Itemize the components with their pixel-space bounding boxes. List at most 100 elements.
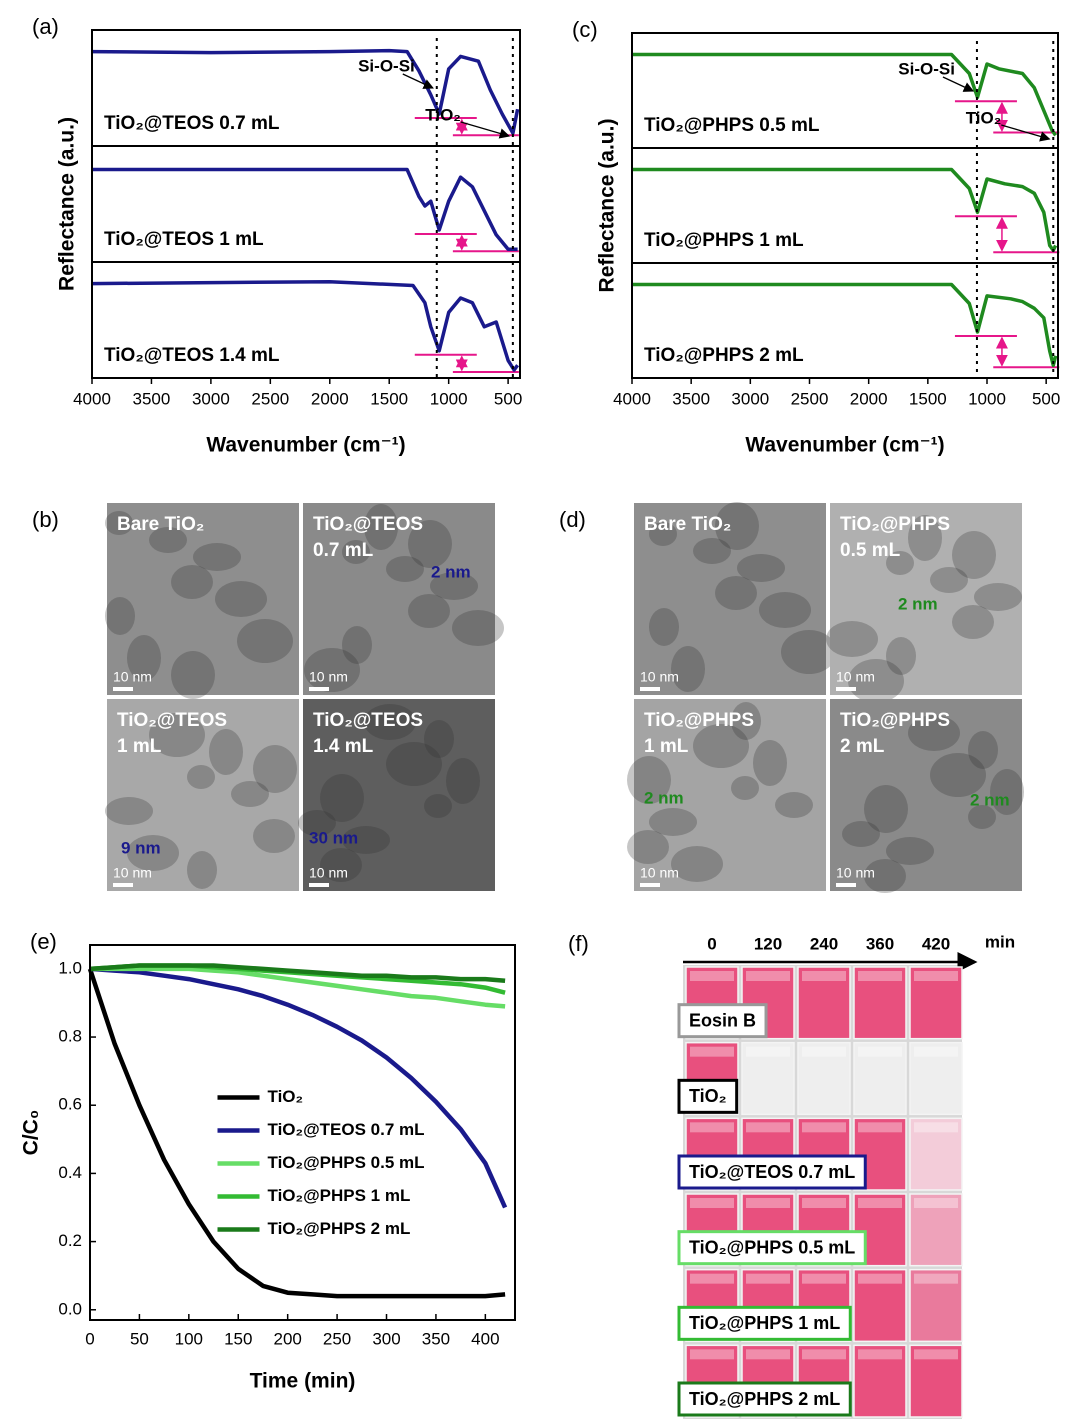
particle: [253, 745, 297, 793]
particle: [908, 515, 942, 561]
cuvette: [909, 1193, 963, 1267]
cuvette-glare: [914, 1273, 958, 1284]
image-title: TiO₂@TEOS: [313, 710, 423, 731]
time-label: 0: [707, 934, 716, 953]
image-title: 0.5 mL: [840, 540, 901, 561]
label-box: [677, 1305, 852, 1341]
particle: [171, 565, 213, 599]
cuvette-glare: [858, 1349, 902, 1360]
spectrum-line: [632, 52, 1058, 137]
cuvette-glare: [690, 1046, 734, 1057]
x-tick-label: 2500: [791, 389, 829, 408]
x-tick-label: 250: [323, 1329, 351, 1348]
image-title: TiO₂@TEOS: [313, 514, 423, 535]
image-title: Bare TiO₂: [644, 514, 731, 535]
cuvette-glare: [746, 1198, 790, 1208]
particle: [627, 830, 669, 864]
particle: [127, 835, 179, 871]
row-label: TiO₂@TEOS 0.7 mL: [689, 1162, 855, 1182]
size-label: 30 nm: [309, 828, 358, 847]
label-box: [677, 1078, 739, 1114]
cuvette: [909, 1041, 963, 1116]
cuvette: [909, 1117, 963, 1191]
x-tick-label: 400: [471, 1329, 499, 1348]
series-line: [89, 963, 506, 984]
particle: [759, 592, 811, 628]
legend-label: TiO₂@PHPS 1 mL: [268, 1186, 411, 1205]
photo-background: [683, 965, 962, 1419]
spectrum-line: [91, 279, 520, 372]
y-tick-label: 1.0: [58, 958, 82, 977]
cuvette: [853, 966, 907, 1040]
spectrum-line: [632, 167, 1058, 253]
particle: [737, 554, 785, 582]
cuvette-glare: [802, 1122, 846, 1133]
time-label: 360: [866, 934, 894, 953]
legend-label: TiO₂@PHPS 2 mL: [268, 1219, 411, 1238]
particle: [187, 851, 217, 889]
x-tick-label: 350: [422, 1329, 450, 1348]
particle: [781, 630, 837, 674]
cuvette-glare: [858, 1046, 902, 1057]
tem-image: [830, 503, 1022, 695]
x-axis-title: Time (min): [250, 1370, 356, 1393]
cuvette-glare: [802, 1349, 846, 1360]
cuvette-glare: [746, 971, 790, 981]
spectrum-line: [92, 167, 518, 251]
cuvette: [797, 1041, 851, 1116]
particle: [952, 531, 996, 579]
x-tick-label: 4000: [613, 389, 651, 408]
particle: [424, 720, 454, 758]
sample-label: TiO₂@PHPS 0.5 mL: [644, 115, 820, 136]
scale-bar: [836, 883, 856, 887]
particle: [731, 776, 759, 800]
tem-image: [830, 699, 1022, 891]
cuvette-glare: [914, 1122, 958, 1133]
cuvette-glare: [858, 1122, 902, 1133]
cuvette-glare: [858, 971, 902, 981]
x-tick-label: 500: [1032, 389, 1060, 408]
particle: [886, 637, 916, 675]
tem-image: [107, 699, 299, 891]
scale-bar: [836, 687, 856, 691]
image-title: TiO₂@PHPS: [644, 710, 754, 731]
row-label: TiO₂@PHPS 2 mL: [689, 1389, 840, 1409]
panel-label: (c): [572, 17, 598, 42]
size-label: 2 nm: [898, 594, 938, 613]
sample-label: TiO₂@TEOS 1.4 mL: [104, 345, 280, 366]
particle: [775, 792, 813, 818]
particle: [627, 756, 671, 804]
x-tick-label: 300: [372, 1329, 400, 1348]
image-title: TiO₂@PHPS: [840, 514, 950, 535]
particle: [430, 572, 478, 600]
cuvette-glare: [690, 1122, 734, 1133]
particle: [105, 597, 135, 635]
annotation: Si-O-Si: [358, 56, 415, 75]
particle: [408, 594, 450, 628]
particle: [298, 810, 336, 836]
plot-frame: [631, 32, 1059, 379]
label-box: [677, 1003, 768, 1039]
particle: [386, 742, 442, 786]
legend-label: TiO₂: [268, 1087, 304, 1106]
particle: [968, 731, 998, 769]
y-axis-title: C/C₀: [20, 1110, 43, 1156]
x-tick-label: 1500: [370, 389, 408, 408]
particle: [127, 635, 161, 681]
particle: [304, 648, 360, 692]
series-line: [89, 966, 508, 1209]
scale-label: 10 nm: [309, 669, 348, 685]
x-tick-label: 1000: [968, 389, 1006, 408]
size-label: 2 nm: [644, 788, 684, 807]
scale-label: 10 nm: [640, 669, 679, 685]
tem-image: [303, 503, 495, 695]
sample-label: TiO₂@TEOS 0.7 mL: [104, 113, 280, 134]
series-line: [90, 966, 506, 1009]
particle: [826, 621, 878, 657]
cuvette: [909, 1268, 963, 1343]
cuvette-glare: [746, 1273, 790, 1284]
y-tick-label: 0.2: [58, 1231, 82, 1250]
scale-label: 10 nm: [309, 865, 348, 881]
size-label: 9 nm: [121, 838, 161, 857]
